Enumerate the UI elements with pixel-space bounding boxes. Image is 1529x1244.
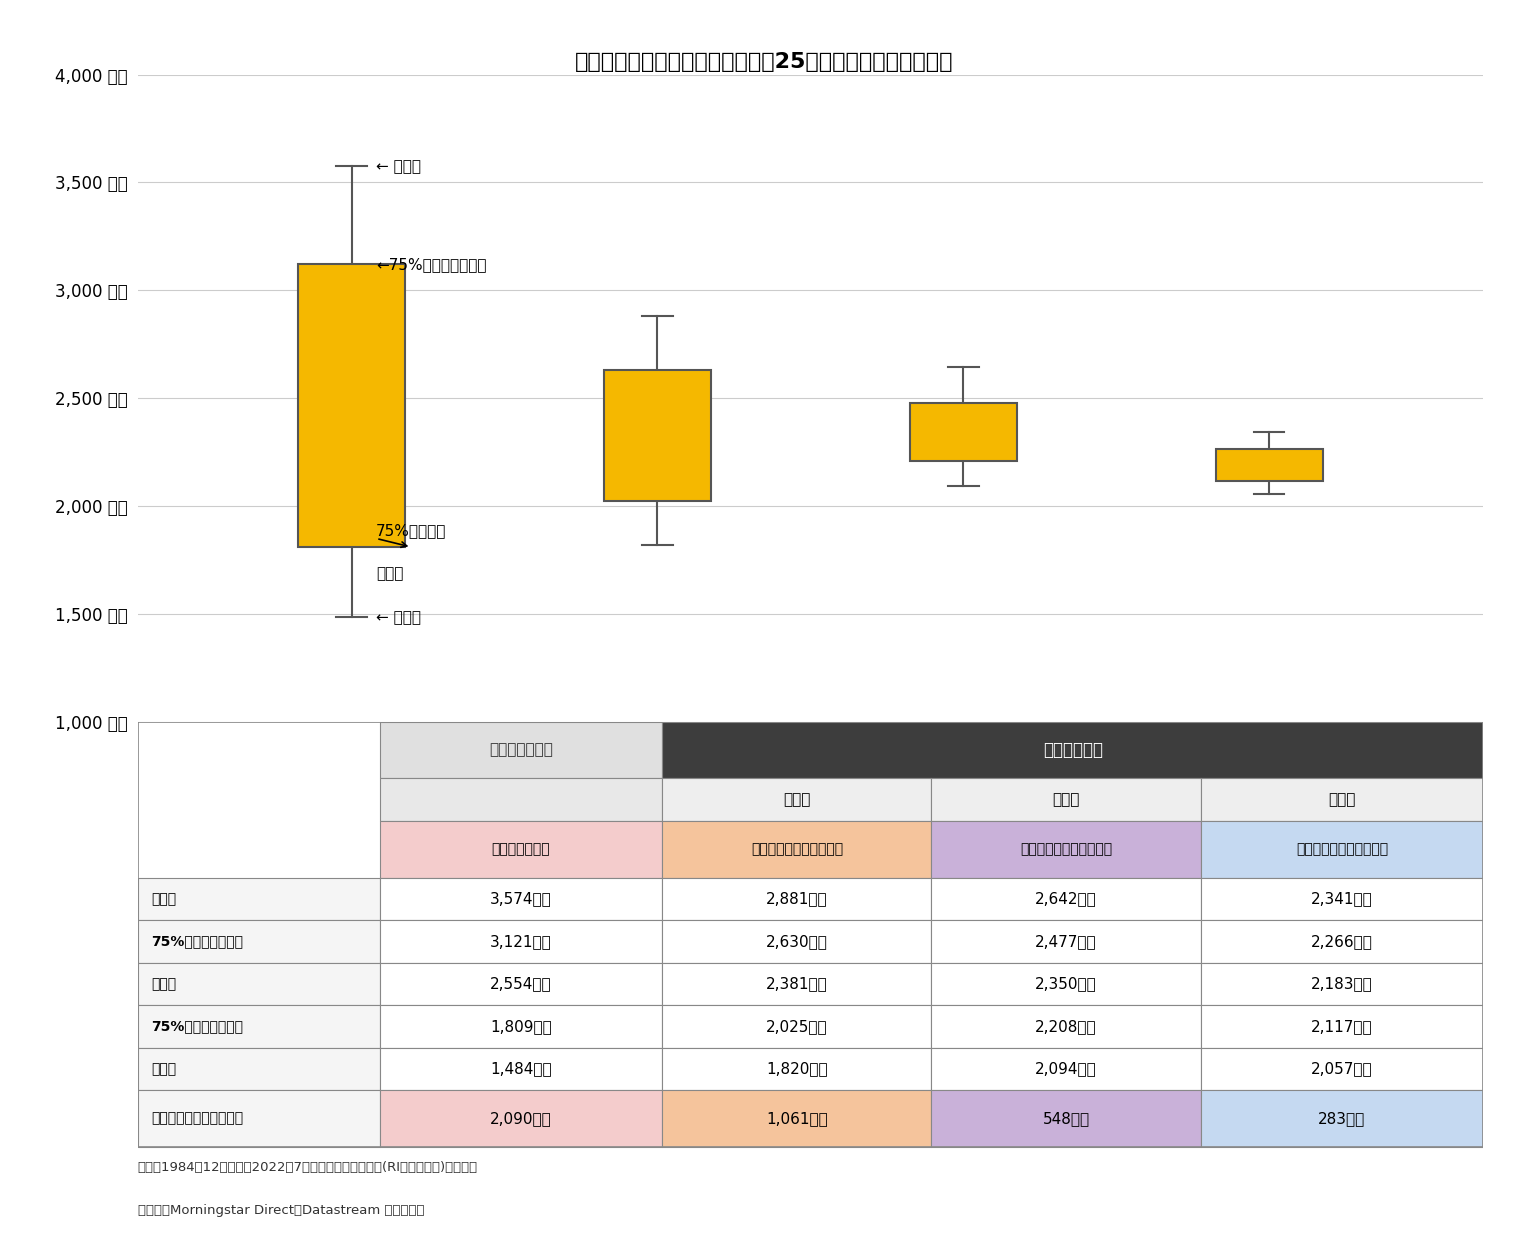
Text: 2,208万円: 2,208万円: [1035, 1019, 1096, 1034]
FancyBboxPatch shape: [298, 264, 405, 547]
Text: 最大値と最小値との差額: 最大値と最小値との差額: [151, 1112, 243, 1126]
Bar: [1200, 963, 1483, 1005]
Bar: [1200, 921, 1483, 963]
Text: 2,881万円: 2,881万円: [766, 891, 827, 907]
Text: 3,121万円: 3,121万円: [491, 934, 552, 949]
Text: 運用継続をする: 運用継続をする: [492, 842, 550, 856]
Text: 75%範囲内の最大値: 75%範囲内の最大値: [151, 934, 243, 948]
Text: （注）1984年12月末から2022年7月末までの月次データ(RI・円ベース)を使用。: （注）1984年12月末から2022年7月末までの月次データ(RI・円ベース)を…: [138, 1161, 477, 1174]
Text: 2,025万円: 2,025万円: [766, 1019, 827, 1034]
Text: （ｂ）: （ｂ）: [1052, 792, 1079, 807]
Text: 半分を元本確保型にする: 半分を元本確保型にする: [751, 842, 842, 856]
Text: 【図表５】３万円の積立投資での25年後の時価残高の分布図: 【図表５】３万円の積立投資での25年後の時価残高の分布図: [575, 52, 954, 72]
Text: 75%範囲内の最小値: 75%範囲内の最小値: [151, 1019, 243, 1034]
Text: 最小値: 最小値: [151, 1062, 176, 1076]
Bar: [662, 1090, 931, 1147]
Text: 2,090万円: 2,090万円: [491, 1111, 552, 1126]
Bar: [379, 921, 662, 963]
Bar: [1200, 1047, 1483, 1090]
Text: 2,057万円: 2,057万円: [1310, 1061, 1373, 1076]
Text: 2,477万円: 2,477万円: [1035, 934, 1096, 949]
Text: 1,809万円: 1,809万円: [491, 1019, 552, 1034]
Bar: [1200, 821, 1483, 877]
Text: 2,117万円: 2,117万円: [1310, 1019, 1373, 1034]
Bar: [138, 1005, 379, 1047]
Bar: [931, 921, 1200, 963]
Text: 2,554万円: 2,554万円: [491, 977, 552, 991]
Text: 2,183万円: 2,183万円: [1310, 977, 1373, 991]
Text: 2,094万円: 2,094万円: [1035, 1061, 1096, 1076]
Bar: [1200, 877, 1483, 921]
Text: 2,341万円: 2,341万円: [1310, 891, 1373, 907]
Bar: [138, 1090, 379, 1147]
Bar: [379, 1005, 662, 1047]
Bar: [379, 963, 662, 1005]
Text: ← 最大値: ← 最大値: [376, 159, 420, 174]
Text: 1,061万円: 1,061万円: [766, 1111, 827, 1126]
Bar: [662, 921, 931, 963]
Text: 1,484万円: 1,484万円: [491, 1061, 552, 1076]
Bar: [662, 1047, 931, 1090]
Bar: [931, 779, 1200, 821]
Text: 全額を元本確保型にする: 全額を元本確保型にする: [1295, 842, 1388, 856]
Text: 平均値: 平均値: [151, 977, 176, 991]
Bar: [662, 1005, 931, 1047]
Bar: [379, 1090, 662, 1147]
Bar: [931, 877, 1200, 921]
Bar: [662, 963, 931, 1005]
Bar: [138, 1047, 379, 1090]
Text: 548万円: 548万円: [1043, 1111, 1090, 1126]
Text: 最小値: 最小値: [376, 566, 404, 581]
Text: 75%範囲内の: 75%範囲内の: [376, 524, 446, 539]
Bar: [138, 921, 379, 963]
Text: 2,642万円: 2,642万円: [1035, 891, 1096, 907]
Bar: [662, 821, 931, 877]
Text: （ｃ）: （ｃ）: [1329, 792, 1356, 807]
Bar: [662, 779, 931, 821]
Bar: [1200, 1090, 1483, 1147]
Bar: [931, 1047, 1200, 1090]
Text: 2,266万円: 2,266万円: [1310, 934, 1373, 949]
Bar: [931, 821, 1200, 877]
FancyBboxPatch shape: [604, 369, 711, 500]
Bar: [1200, 1005, 1483, 1047]
Text: （資料）Morningstar Direct、Datastream から作成。: （資料）Morningstar Direct、Datastream から作成。: [138, 1204, 424, 1217]
Text: 3,574万円: 3,574万円: [491, 891, 552, 907]
Text: 2,350万円: 2,350万円: [1035, 977, 1096, 991]
Text: ← 最小値: ← 最小値: [376, 610, 420, 624]
Bar: [931, 963, 1200, 1005]
Bar: [379, 779, 662, 821]
Bar: [662, 877, 931, 921]
Bar: [379, 877, 662, 921]
Bar: [931, 1005, 1200, 1047]
Text: 最大値: 最大値: [151, 892, 176, 906]
Text: 283万円: 283万円: [1318, 1111, 1365, 1126]
Bar: [662, 722, 1483, 779]
Text: 移行する場合: 移行する場合: [1043, 741, 1102, 759]
Bar: [1200, 779, 1483, 821]
Text: 移行しない場合: 移行しない場合: [489, 743, 553, 758]
Bar: [379, 821, 662, 877]
Bar: [138, 877, 379, 921]
FancyBboxPatch shape: [1216, 449, 1323, 480]
Bar: [931, 1090, 1200, 1147]
Bar: [138, 963, 379, 1005]
Text: ←75%範囲内の最大値: ←75%範囲内の最大値: [376, 256, 486, 271]
Text: 1,820万円: 1,820万円: [766, 1061, 827, 1076]
Bar: [379, 722, 662, 779]
Bar: [138, 722, 1483, 1147]
Bar: [379, 1047, 662, 1090]
Text: 2,630万円: 2,630万円: [766, 934, 827, 949]
Text: （ａ）: （ａ）: [783, 792, 810, 807]
Text: 2,381万円: 2,381万円: [766, 977, 827, 991]
Text: 全額をバランス型にする: 全額をバランス型にする: [1020, 842, 1112, 856]
FancyBboxPatch shape: [910, 403, 1017, 462]
